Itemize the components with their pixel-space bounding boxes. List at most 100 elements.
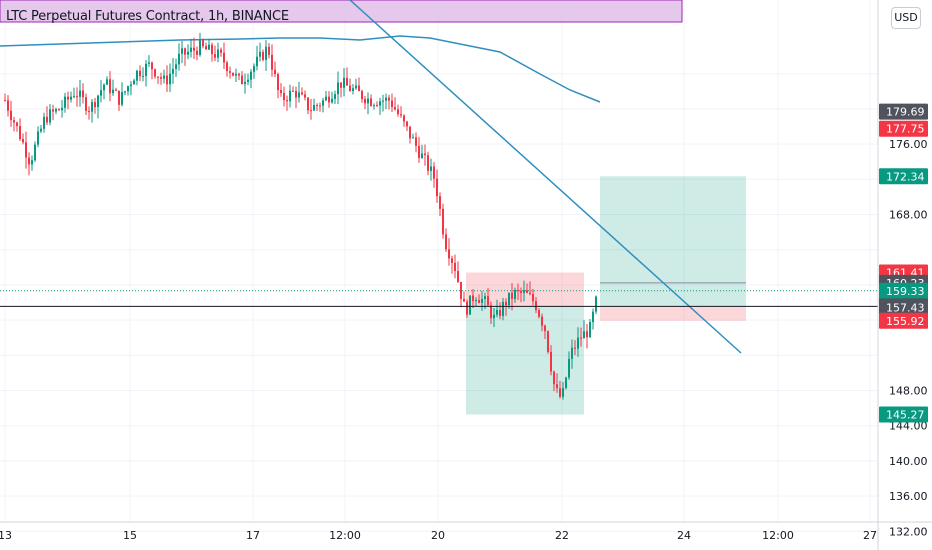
short-target-zone[interactable] [466, 306, 584, 415]
candle-body [172, 69, 174, 74]
candle-body [349, 85, 351, 92]
candle-body [553, 371, 555, 385]
candle-body [121, 91, 123, 105]
x-tick-label: 20 [431, 529, 445, 542]
candle-body [307, 97, 309, 111]
candle-body [250, 71, 252, 80]
candle-body [139, 70, 141, 77]
candle-body [205, 46, 207, 50]
candle-body [109, 79, 111, 94]
long-stop-zone[interactable] [600, 306, 746, 321]
candle-body [313, 104, 315, 111]
candle-body [493, 314, 495, 319]
candle-body [79, 90, 81, 97]
candle-body [586, 331, 588, 338]
candle-body [517, 290, 519, 292]
candle-body [46, 116, 48, 123]
x-tick-label: 17 [246, 529, 260, 542]
candle-body [280, 90, 282, 94]
candle-body [265, 46, 267, 60]
candle-body [118, 90, 120, 105]
candle-body [241, 75, 243, 85]
candle-body [325, 96, 327, 101]
short-stop-zone[interactable] [466, 272, 584, 307]
candle-body [160, 77, 162, 79]
candle-body [91, 102, 93, 112]
candle-body [133, 80, 135, 85]
candle-body [310, 110, 312, 112]
candle-body [496, 309, 498, 315]
candle-body [472, 295, 474, 302]
candle-body [10, 110, 12, 121]
candle-body [370, 98, 372, 106]
candle-body [115, 89, 117, 91]
candle-body [52, 109, 54, 112]
candle-body [376, 105, 378, 107]
x-tick-label: 13 [0, 529, 12, 542]
candle-body [187, 51, 189, 55]
candle-body [499, 309, 501, 316]
candle-body [583, 331, 585, 339]
trendline[interactable] [349, 0, 742, 354]
candle-body [319, 105, 321, 107]
price-badge-label: 179.69 [886, 106, 925, 119]
candle-body [271, 54, 273, 70]
candle-body [385, 97, 387, 101]
candle-body [568, 358, 570, 378]
y-tick-label: 132.00 [889, 525, 928, 538]
candle-body [580, 337, 582, 339]
candle-body [541, 316, 543, 326]
candle-body [457, 270, 459, 282]
candle-body [523, 290, 525, 293]
price-badge-label: 157.43 [886, 302, 925, 315]
candle-body [355, 85, 357, 89]
resistance-zone[interactable] [0, 0, 683, 23]
candle-body [193, 47, 195, 51]
price-badge [879, 120, 928, 137]
candle-body [535, 301, 537, 311]
candle-body [316, 104, 318, 106]
candle-body [547, 331, 549, 352]
candle-body [22, 139, 24, 143]
candle-body [235, 73, 237, 76]
candle-body [214, 54, 216, 58]
candle-body [358, 85, 360, 92]
candle-body [82, 90, 84, 98]
x-tick-label: 12:00 [762, 529, 794, 542]
candle-body [31, 160, 33, 165]
candle-body [199, 40, 201, 55]
candle-body [562, 388, 564, 397]
x-tick-label: 15 [123, 529, 137, 542]
candle-body [76, 96, 78, 98]
candle-body [481, 298, 483, 303]
candle-body [514, 290, 516, 299]
candle-body [445, 234, 447, 250]
price-badge-label: 177.75 [886, 123, 925, 136]
candle-body [223, 52, 225, 63]
candle-body [220, 49, 222, 53]
candle-body [16, 122, 18, 127]
candle-body [550, 351, 552, 372]
price-badge-label: 145.27 [886, 409, 925, 422]
moving-average-line [0, 35, 601, 103]
candle-body [337, 82, 339, 95]
candle-body [106, 79, 108, 85]
candle-body [520, 290, 522, 293]
candle-body [25, 142, 27, 158]
candle-body [379, 101, 381, 106]
price-badge [879, 103, 928, 120]
y-tick-label: 176.00 [889, 138, 928, 151]
y-tick-label: 148.00 [889, 385, 928, 398]
candle-body [64, 96, 66, 108]
candle-body [103, 84, 105, 91]
candle-body [190, 47, 192, 52]
long-target-zone[interactable] [600, 176, 746, 307]
candle-body [502, 301, 504, 316]
candle-body [394, 107, 396, 110]
currency-button[interactable]: USD [891, 7, 921, 29]
candle-body [43, 116, 45, 129]
candle-body [490, 305, 492, 319]
candle-body [427, 155, 429, 171]
x-tick-label: 27 [863, 529, 877, 542]
